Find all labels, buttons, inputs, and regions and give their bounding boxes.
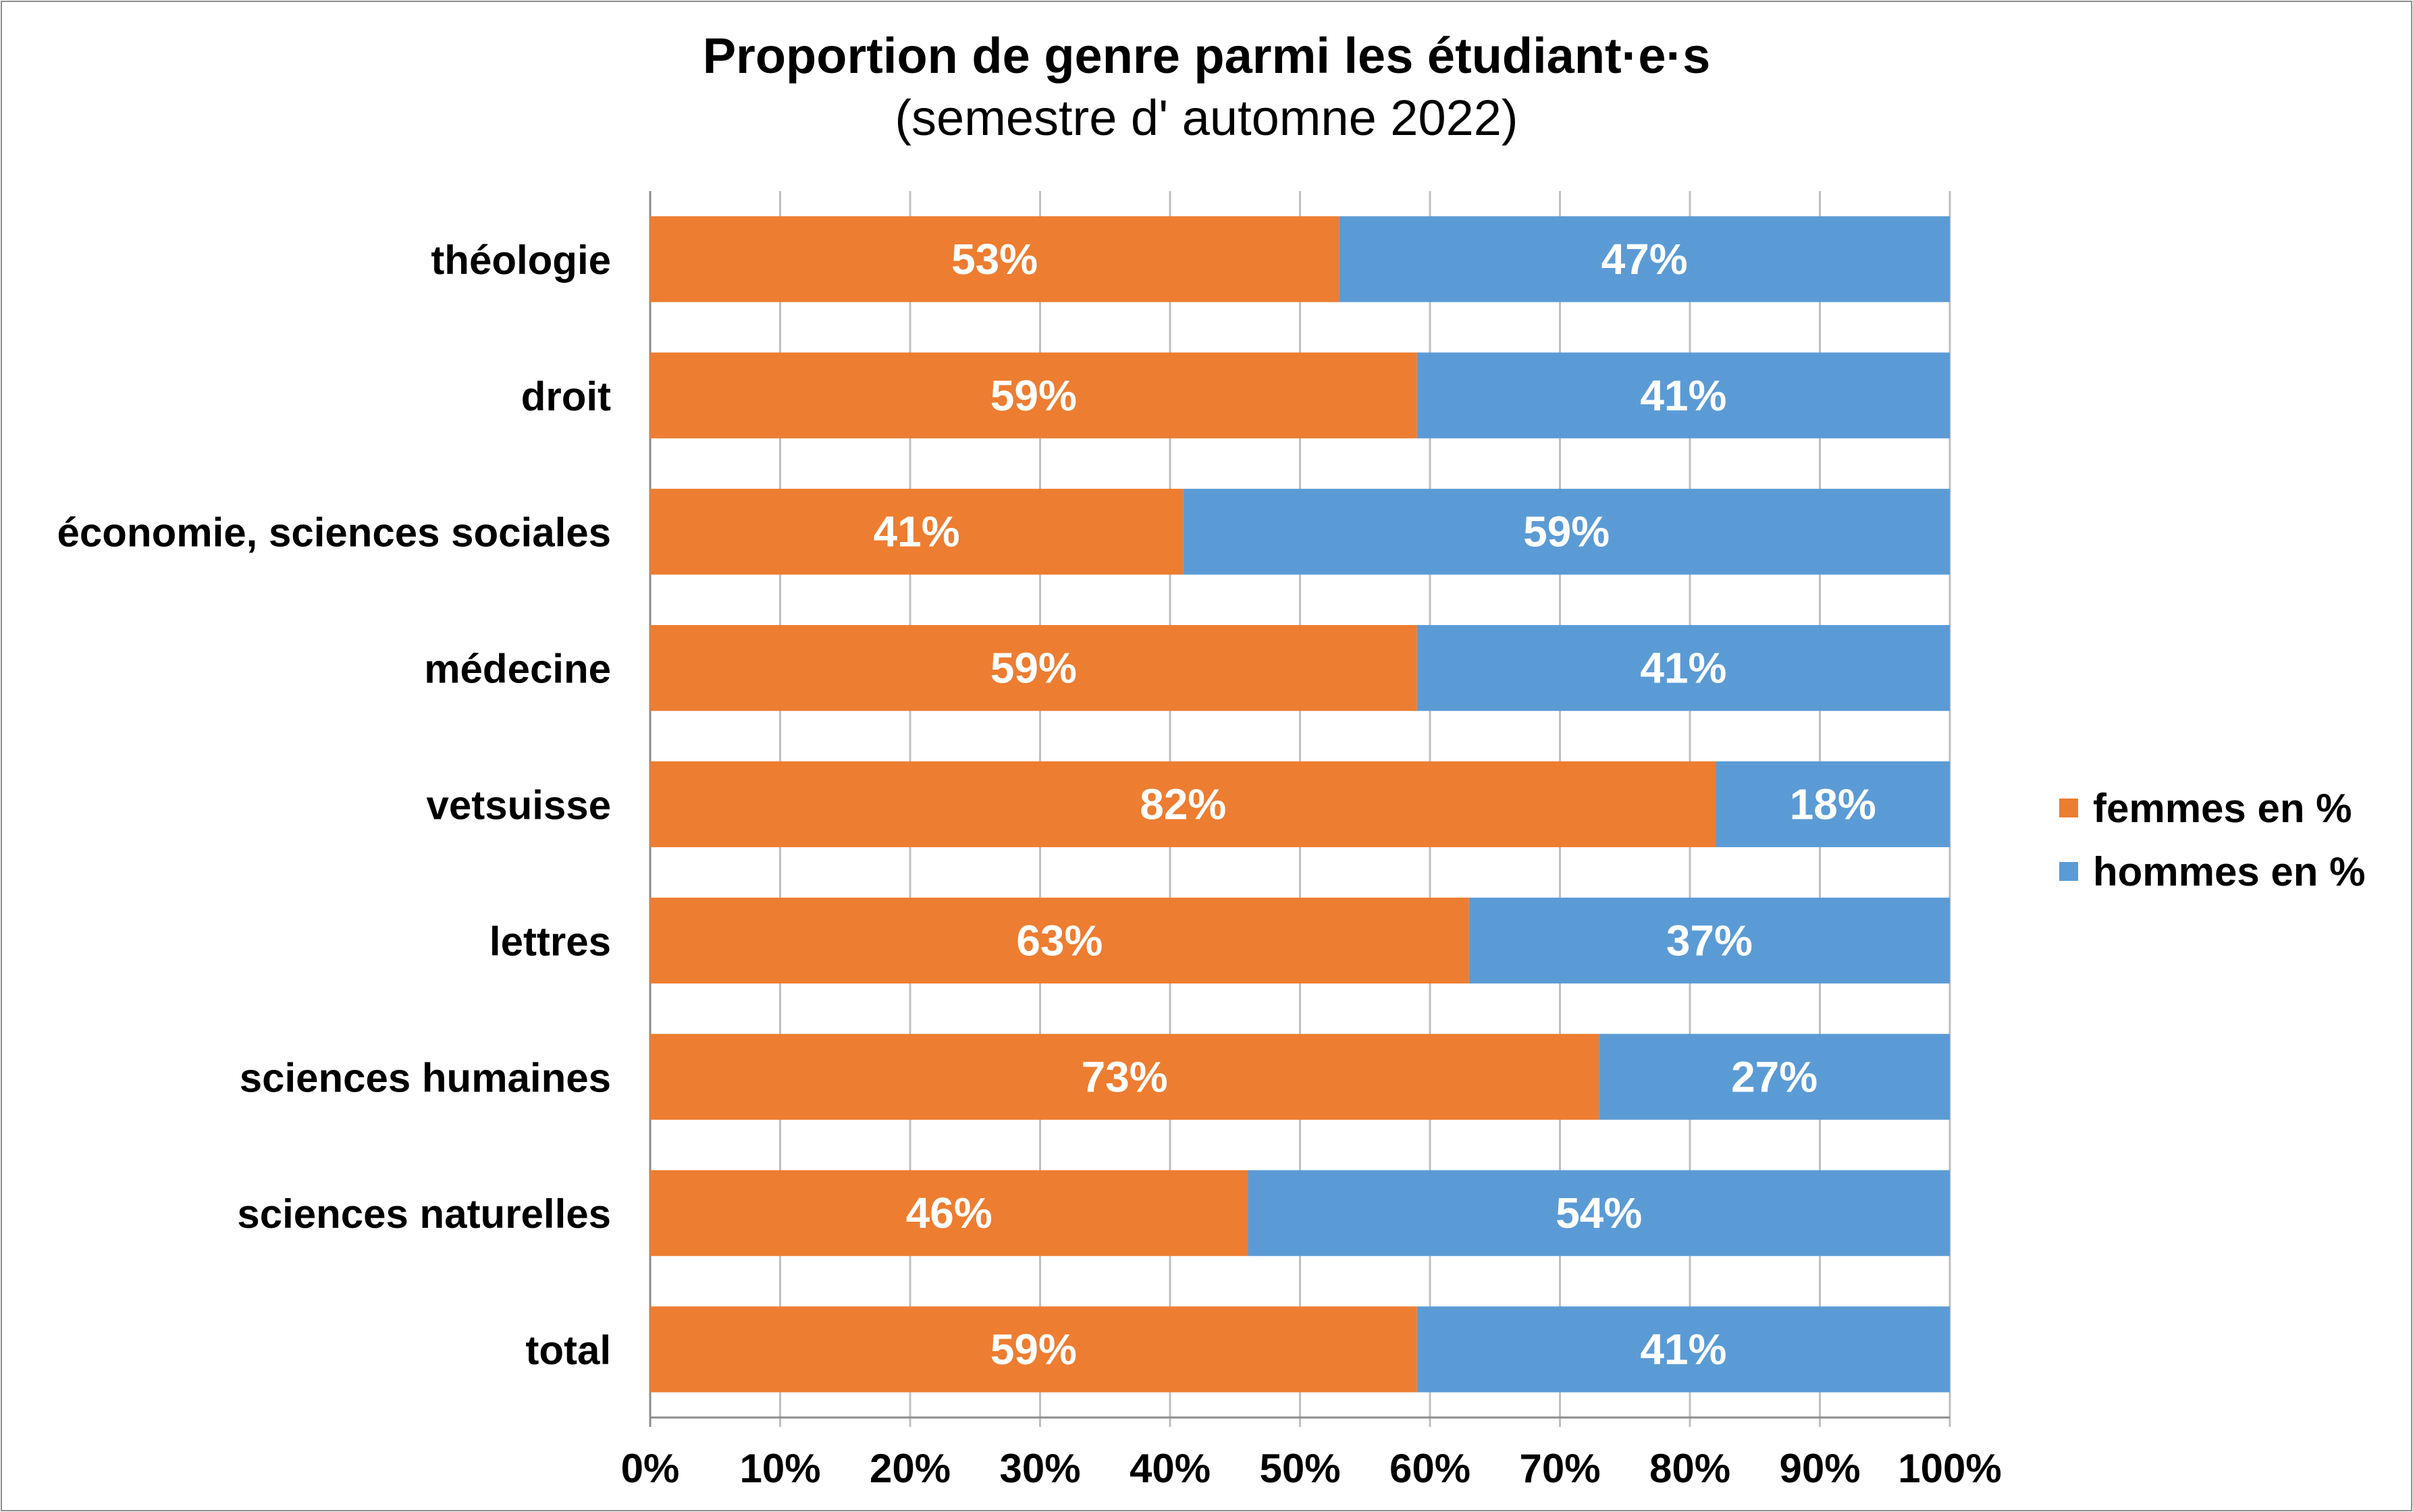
bar-femmes <box>650 489 1184 575</box>
data-label: 18% <box>1790 780 1876 829</box>
data-label: 59% <box>990 371 1077 420</box>
x-tick-label: 50% <box>1259 1446 1340 1491</box>
data-label: 59% <box>990 1325 1077 1374</box>
bar-hommes <box>1248 1170 1950 1256</box>
bar-hommes <box>1416 625 1950 711</box>
chart-title: Proportion de genre parmi les étudiant·e… <box>702 28 1711 84</box>
legend-label-hommes: hommes en % <box>2093 848 2366 894</box>
x-tick-label: 70% <box>1519 1446 1600 1491</box>
x-tick-label: 20% <box>870 1446 951 1491</box>
bar-femmes <box>650 1033 1599 1120</box>
bar-femmes <box>650 1170 1248 1256</box>
data-label: 73% <box>1082 1052 1168 1101</box>
x-tick-label: 80% <box>1649 1446 1730 1491</box>
category-label: vetsuisse <box>426 783 611 828</box>
bar-femmes <box>650 352 1417 439</box>
legend-swatch-hommes <box>2059 862 2078 881</box>
x-tick-label: 10% <box>739 1446 820 1491</box>
bar-femmes <box>650 625 1417 711</box>
category-label: sciences naturelles <box>237 1191 611 1237</box>
data-label: 47% <box>1601 235 1688 284</box>
category-label: lettres <box>489 919 611 964</box>
legend-label-femmes: femmes en % <box>2093 785 2352 831</box>
data-label: 46% <box>906 1189 992 1237</box>
data-label: 41% <box>1640 371 1726 420</box>
data-label: 53% <box>951 235 1038 284</box>
data-label: 82% <box>1140 780 1226 829</box>
legend-swatch-femmes <box>2059 799 2078 817</box>
x-tick-label: 30% <box>999 1446 1080 1491</box>
legend-item-femmes: femmes en % <box>2059 776 2365 840</box>
category-label: sciences humaines <box>240 1055 611 1100</box>
data-label: 41% <box>1640 644 1726 693</box>
bar-femmes <box>650 761 1716 848</box>
legend-item-hommes: hommes en % <box>2059 840 2365 903</box>
x-tick-label: 0% <box>621 1446 680 1491</box>
bar-hommes <box>1339 216 1950 302</box>
bar-hommes <box>1183 489 1950 575</box>
category-label: médecine <box>424 647 611 692</box>
data-label: 63% <box>1016 916 1103 965</box>
category-label: théologie <box>431 238 611 283</box>
category-label: droit <box>521 374 611 419</box>
category-label: total <box>525 1328 611 1373</box>
bar-hommes <box>1416 1306 1950 1393</box>
x-tick-label: 40% <box>1130 1446 1211 1491</box>
x-tick-label: 100% <box>1898 1446 2001 1491</box>
bar-hommes <box>1599 1033 1950 1120</box>
data-label: 41% <box>874 508 960 556</box>
x-tick-label: 60% <box>1389 1446 1470 1491</box>
bar-hommes <box>1716 761 1950 848</box>
data-label: 54% <box>1556 1189 1642 1237</box>
x-tick-label: 90% <box>1779 1446 1860 1491</box>
bar-femmes <box>650 897 1469 983</box>
bar-femmes <box>650 1306 1417 1393</box>
data-label: 37% <box>1666 916 1753 965</box>
bar-hommes <box>1416 352 1950 439</box>
legend: femmes en % hommes en % <box>2059 776 2365 903</box>
chart-subtitle: (semestre d' automne 2022) <box>895 90 1518 146</box>
category-label: économie, sciences sociales <box>57 510 611 556</box>
bar-femmes <box>650 216 1340 302</box>
data-label: 41% <box>1640 1325 1726 1374</box>
data-label: 59% <box>990 644 1077 693</box>
data-label: 27% <box>1731 1052 1818 1101</box>
bar-hommes <box>1468 897 1950 983</box>
data-label: 59% <box>1523 508 1610 556</box>
